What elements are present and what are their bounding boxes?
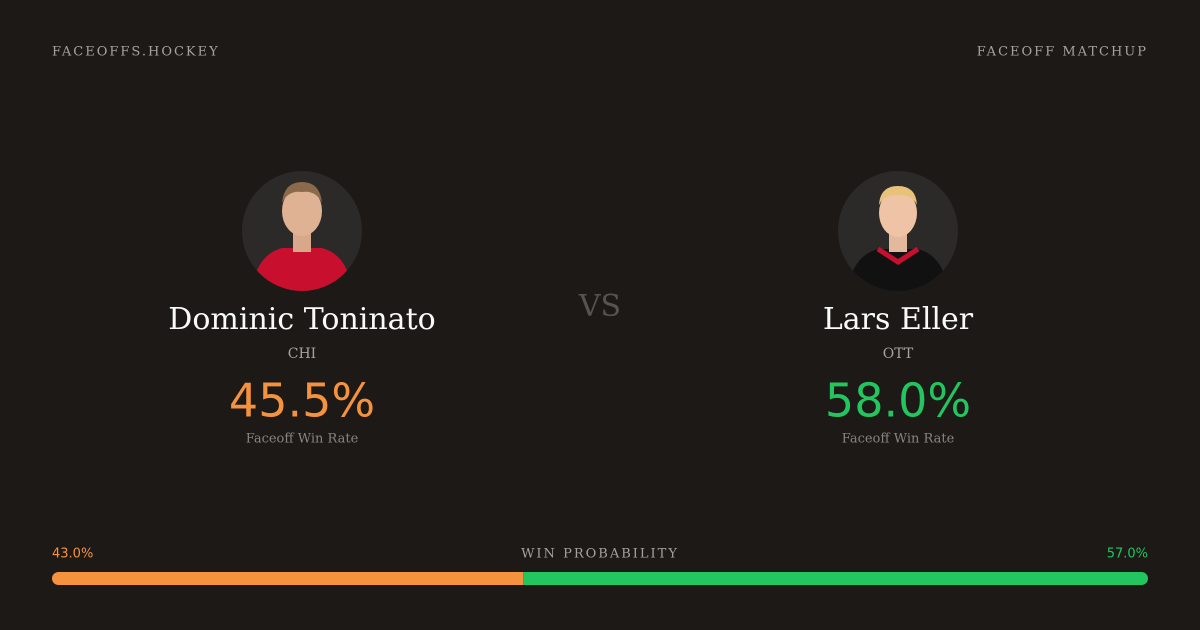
- bar-title: WIN PROBABILITY: [521, 547, 679, 562]
- avatar: [242, 171, 362, 291]
- bar-label: 57.0%: [1107, 547, 1148, 562]
- team: CHI: [288, 346, 316, 362]
- team: OTT: [883, 346, 914, 362]
- player-name: Lars Eller: [823, 302, 974, 337]
- win-rate-label: Faceoff Win Rate: [246, 432, 359, 447]
- win-rate: 45.5%: [229, 374, 375, 428]
- vs: VS: [578, 289, 621, 324]
- bar-segment: [52, 572, 524, 585]
- page-label: FACEOFF MATCHUP: [977, 45, 1148, 60]
- avatar: [838, 171, 958, 291]
- win-rate-label: Faceoff Win Rate: [842, 432, 955, 447]
- player-name: Dominic Toninato: [168, 302, 435, 337]
- brand: FACEOFFS.HOCKEY: [52, 45, 220, 60]
- win-rate: 58.0%: [825, 374, 971, 428]
- bar-label: 43.0%: [52, 547, 93, 562]
- bar-segment: [523, 572, 1148, 585]
